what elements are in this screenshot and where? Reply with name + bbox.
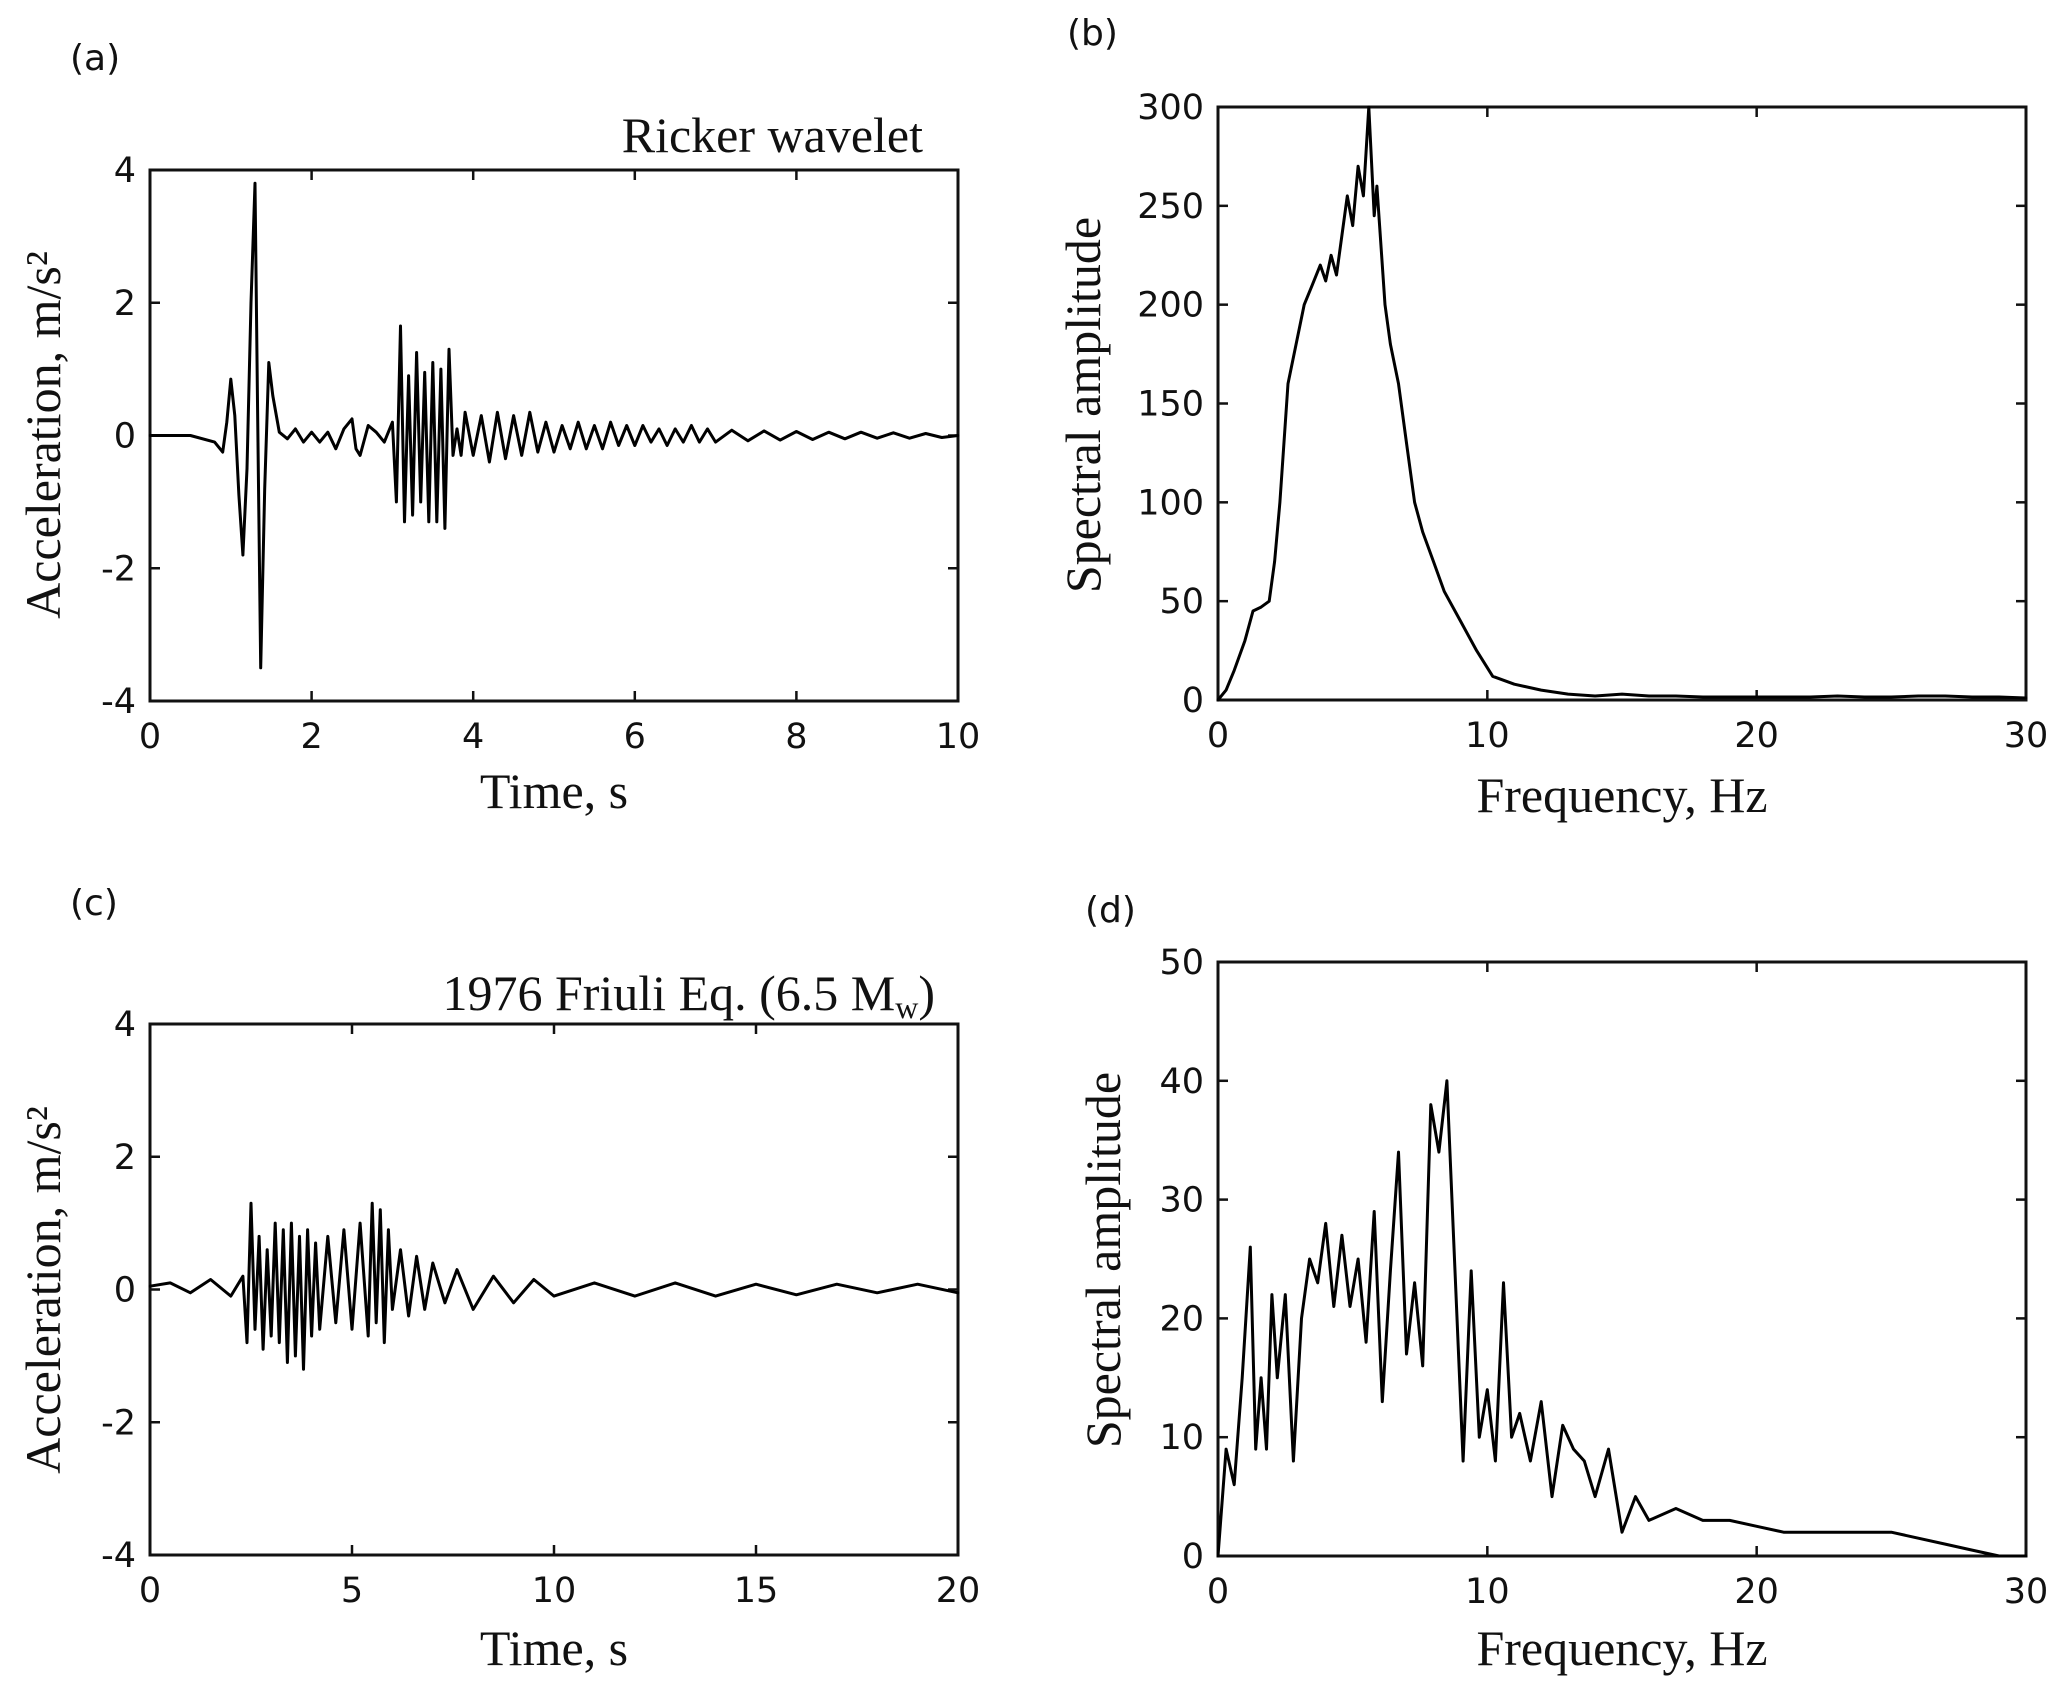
- panel-b-xlabel: Frequency, Hz: [1476, 767, 1767, 823]
- y-tick-label: -2: [101, 1403, 136, 1443]
- x-tick-label: 10: [532, 1571, 577, 1611]
- y-tick-label: 4: [114, 1005, 136, 1045]
- panel-c-frame: [148, 1022, 960, 1557]
- y-tick-label: -4: [101, 682, 136, 722]
- panel-a-series-line: [148, 181, 960, 670]
- y-tick-label: 10: [1159, 1418, 1204, 1458]
- panel-b-frame: [1216, 105, 2028, 702]
- x-tick-label: 2: [300, 717, 322, 757]
- x-tick-label: 0: [1207, 716, 1229, 756]
- x-tick-label: 20: [936, 1571, 981, 1611]
- y-tick-label: 4: [114, 151, 136, 191]
- y-tick-label: -2: [101, 549, 136, 589]
- x-tick-label: 10: [1465, 716, 1510, 756]
- x-tick-label: 30: [2004, 1572, 2049, 1612]
- x-tick-label: 5: [341, 1571, 363, 1611]
- y-tick-label: 30: [1159, 1181, 1204, 1221]
- panel-a-xticks: 0 2 4 6 8 10: [139, 170, 980, 757]
- panel-a-yticks: -4 -2 0 2 4: [101, 151, 958, 722]
- y-tick-label: 250: [1137, 187, 1204, 227]
- y-tick-label: 300: [1137, 88, 1204, 128]
- y-tick-label: 20: [1159, 1299, 1204, 1339]
- panel-d-frame: [1216, 960, 2028, 1558]
- panel-a-ylabel: Acceleration, m/s²: [15, 251, 71, 619]
- panel-d: (d) Frequency, Hz Spectral amplitude 0 10…: [1075, 890, 2048, 1676]
- panel-b-xticks: 0 10 20 30: [1207, 107, 2048, 756]
- panel-b-tag: (b): [1067, 13, 1118, 54]
- panel-d-xticks: 0 10 20 30: [1207, 962, 2048, 1612]
- x-tick-label: 0: [139, 717, 161, 757]
- panel-d-tag: (d): [1085, 890, 1136, 931]
- panel-c-ylabel: Acceleration, m/s²: [15, 1106, 71, 1474]
- x-tick-label: 15: [734, 1571, 779, 1611]
- panel-a-annotation: Ricker wavelet: [622, 107, 923, 163]
- panel-d-series-line: [1216, 1079, 2028, 1558]
- panel-a-xlabel: Time, s: [480, 763, 628, 819]
- y-tick-label: 0: [114, 1271, 136, 1311]
- panel-c-xlabel: Time, s: [480, 1620, 628, 1676]
- x-tick-label: 10: [936, 717, 981, 757]
- y-tick-label: 0: [114, 417, 136, 457]
- panel-d-xlabel: Frequency, Hz: [1476, 1620, 1767, 1676]
- y-tick-label: 50: [1159, 582, 1204, 622]
- panel-c-xticks: 0 5 10 15 20: [139, 1024, 980, 1611]
- panel-d-ylabel: Spectral amplitude: [1075, 1072, 1131, 1448]
- x-tick-label: 6: [624, 717, 646, 757]
- panel-c: (c) 1976 Friuli Eq. (6.5 Mw) Time, s Acc…: [15, 883, 980, 1676]
- x-tick-label: 20: [1734, 716, 1779, 756]
- panel-c-yticks: -4 -2 0 2 4: [101, 1005, 958, 1576]
- x-tick-label: 20: [1734, 1572, 1779, 1612]
- y-tick-label: 40: [1159, 1062, 1204, 1102]
- y-tick-label: 150: [1137, 385, 1204, 425]
- y-tick-label: -4: [101, 1536, 136, 1576]
- y-tick-label: 100: [1137, 483, 1204, 523]
- panel-a-tag: (a): [70, 38, 120, 79]
- panel-a: (a) Ricker wavelet Time, s Acceleration,…: [15, 38, 980, 819]
- x-tick-label: 8: [785, 717, 807, 757]
- y-tick-label: 200: [1137, 286, 1204, 326]
- panel-c-annotation-subscript: w: [895, 989, 918, 1025]
- panel-b-ylabel: Spectral amplitude: [1055, 217, 1111, 593]
- x-tick-label: 0: [1207, 1572, 1229, 1612]
- y-tick-label: 0: [1182, 1537, 1204, 1577]
- panel-c-annotation: 1976 Friuli Eq. (6.5 Mw): [442, 965, 935, 1025]
- x-tick-label: 10: [1465, 1572, 1510, 1612]
- y-tick-label: 0: [1182, 681, 1204, 721]
- x-tick-label: 0: [139, 1571, 161, 1611]
- panel-c-series-line: [148, 1201, 960, 1371]
- panel-b-yticks: 0 50 100 150 200 250 300: [1137, 88, 2026, 721]
- panel-c-annotation-close: ): [918, 965, 935, 1021]
- panel-b-series-line: [1216, 105, 2028, 702]
- panel-b: (b) Frequency, Hz Spectral amplitude 0 10…: [1055, 13, 2048, 823]
- x-tick-label: 30: [2004, 716, 2049, 756]
- panel-c-annotation-main: 1976 Friuli Eq. (6.5 M: [442, 965, 895, 1021]
- panel-d-yticks: 0 10 20 30 40 50: [1159, 943, 2026, 1577]
- x-tick-label: 4: [462, 717, 484, 757]
- y-tick-label: 50: [1159, 943, 1204, 983]
- panel-c-tag: (c): [70, 883, 118, 924]
- y-tick-label: 2: [114, 284, 136, 324]
- y-tick-label: 2: [114, 1138, 136, 1178]
